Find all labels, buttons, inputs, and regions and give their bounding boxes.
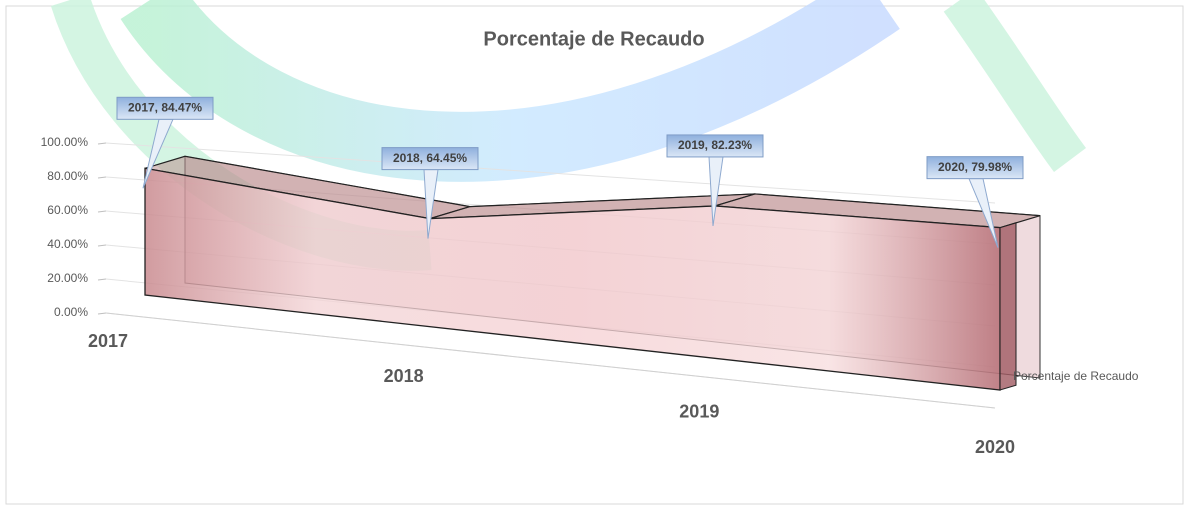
data-label: 2019, 82.23% [678, 138, 752, 152]
callout-box [381, 147, 479, 171]
x-tick-label: 2019 [679, 401, 719, 421]
x-tick-label: 2017 [88, 331, 128, 351]
floor-edge [105, 312, 996, 409]
y-tick-mark [97, 244, 107, 247]
y-tick-label: 40.00% [47, 237, 88, 251]
y-tick-label: 80.00% [47, 169, 88, 183]
plot-area: 0.00% 20.00% 40.00% 60.00% 80.00% 100.00% 2017… [41, 96, 1139, 457]
y-tick-label: 20.00% [47, 271, 88, 285]
y-tick-label: 100.00% [41, 135, 89, 149]
y-tick-mark [97, 176, 107, 179]
chart-title: Porcentaje de Recaudo [483, 28, 704, 50]
callout-box [116, 96, 214, 120]
background-arc [120, 0, 900, 182]
callout-box [926, 156, 1024, 180]
grid-line [105, 142, 996, 204]
y-tick-label: 60.00% [47, 203, 88, 217]
x-tick-label: 2018 [384, 366, 424, 386]
data-label: 2020, 79.98% [938, 160, 1012, 174]
data-label: 2018, 64.45% [393, 151, 467, 165]
x-tick-label: 2020 [975, 437, 1015, 457]
background-arc [943, 0, 1087, 172]
area-end [999, 222, 1017, 391]
y-tick-mark [97, 142, 107, 145]
y-tick-mark [97, 312, 107, 315]
y-tick-label: 0.00% [54, 305, 88, 319]
y-tick-mark [97, 210, 107, 213]
y-tick-mark [97, 278, 107, 281]
data-label: 2017, 84.47% [128, 100, 202, 114]
series-label: Porcentaje de Recaudo [1013, 369, 1139, 383]
callout-box [666, 134, 764, 158]
